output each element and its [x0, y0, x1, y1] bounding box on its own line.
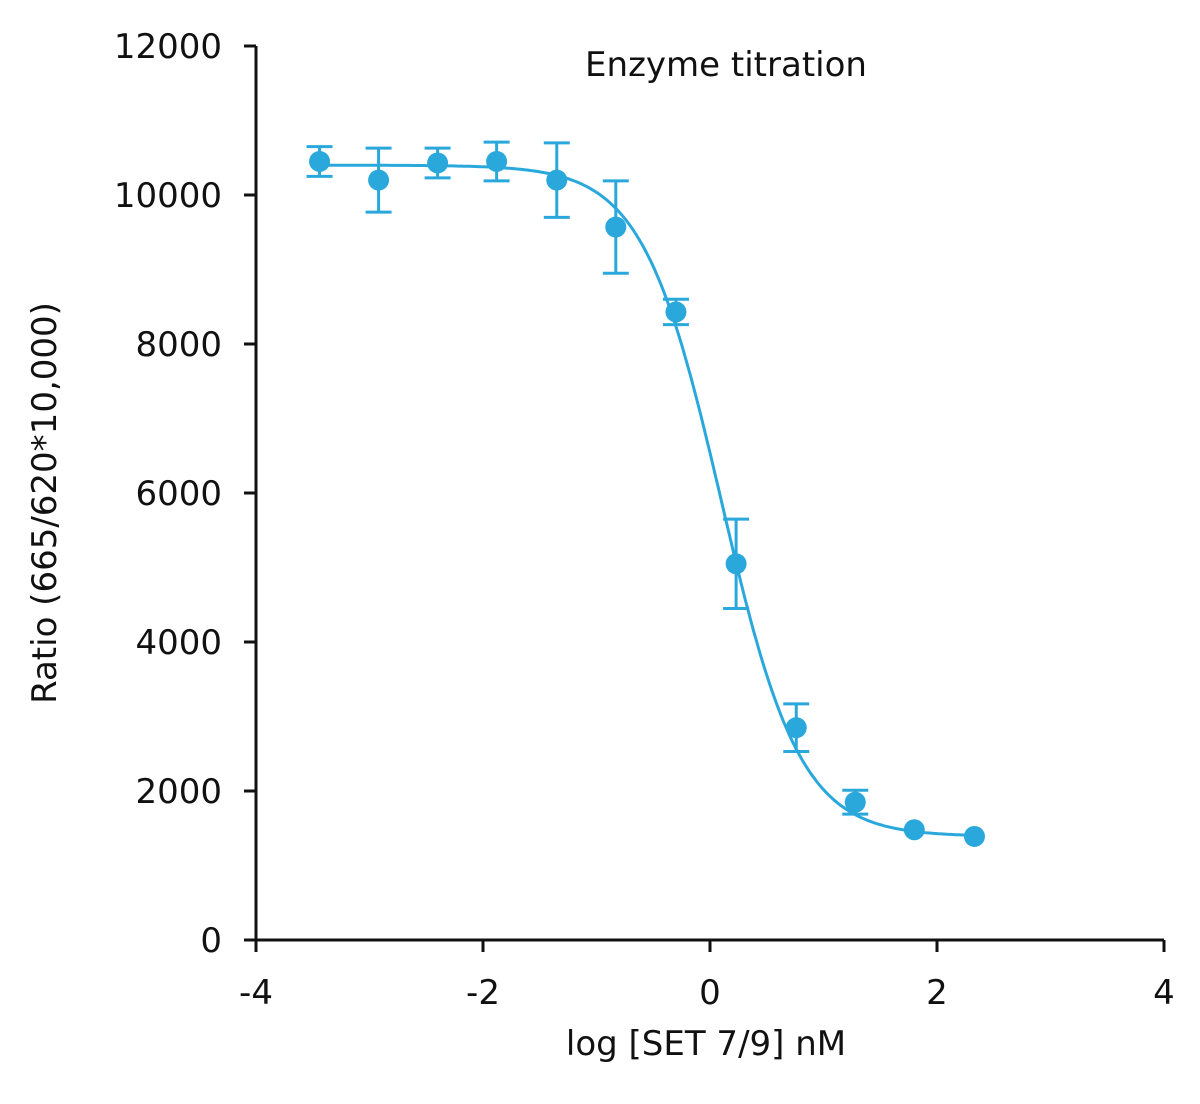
data-point: [903, 819, 925, 841]
data-point: [486, 150, 508, 172]
y-tick-label: 8000: [135, 325, 222, 365]
data-point: [785, 717, 807, 739]
data-point: [665, 301, 687, 323]
fit-curve: [319, 163, 975, 837]
fit-curve-layer: [319, 163, 975, 837]
x-tick-label: 4: [1153, 973, 1175, 1013]
x-axis-title: log [SET 7/9] nM: [566, 1024, 846, 1064]
data-point: [963, 825, 985, 847]
y-tick-label: 6000: [135, 474, 222, 514]
y-axis-title: Ratio (665/620*10,000): [25, 302, 65, 704]
data-point: [605, 216, 627, 238]
data-point: [546, 169, 568, 191]
y-tick-label: 10000: [114, 176, 222, 216]
x-tick-label: -4: [239, 973, 273, 1013]
y-tick-label: 0: [200, 921, 222, 961]
data-point: [309, 150, 331, 172]
data-point: [725, 553, 747, 575]
data-point-layer: [309, 150, 985, 847]
data-point: [368, 169, 390, 191]
axes: 0 2000 4000 6000 8000 10000 12000 -4 -2 0 2 4: [114, 27, 1175, 1013]
error-bar-layer: [306, 140, 869, 816]
y-tick-label: 4000: [135, 623, 222, 663]
y-tick-label: 2000: [135, 772, 222, 812]
y-tick-label: 12000: [114, 27, 222, 67]
x-tick-label: -2: [466, 973, 500, 1013]
data-point: [427, 152, 449, 174]
chart-title: Enzyme titration: [585, 45, 867, 85]
data-point: [844, 791, 866, 813]
x-tick-label: 2: [926, 973, 948, 1013]
x-tick-label: 0: [699, 973, 721, 1013]
